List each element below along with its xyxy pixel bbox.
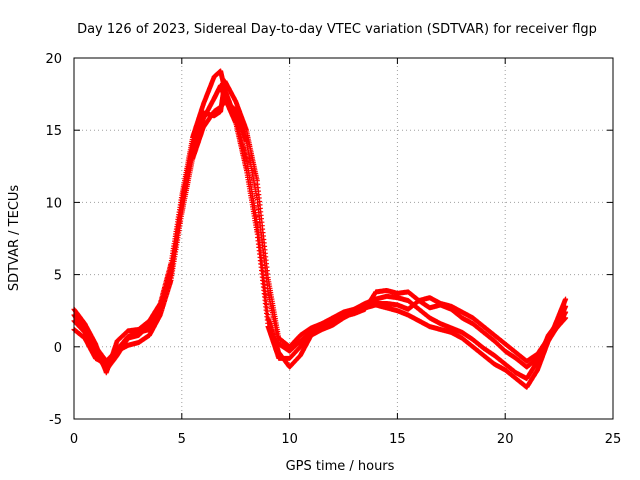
y-tick-label: -5	[49, 413, 62, 428]
x-tick-label: 15	[389, 432, 406, 447]
axis-ticks: 0 5 10 15 20 25 -5 0 5 10 15 20	[45, 52, 621, 447]
y-tick-label: 0	[54, 341, 62, 356]
x-tick-label: 10	[281, 432, 298, 447]
y-axis-label: SDTVAR / TECUs	[7, 185, 22, 292]
y-tick-label: 5	[54, 269, 62, 284]
y-tick-label: 20	[45, 52, 62, 67]
data-points	[71, 68, 569, 390]
y-tick-label: 15	[45, 124, 62, 139]
chart-title: Day 126 of 2023, Sidereal Day-to-day VTE…	[77, 22, 597, 37]
x-tick-label: 25	[605, 432, 622, 447]
plot-frame	[73, 57, 614, 420]
x-axis-label: GPS time / hours	[286, 459, 395, 474]
x-tick-label: 0	[70, 432, 78, 447]
x-tick-label: 5	[178, 432, 186, 447]
x-tick-label: 20	[497, 432, 514, 447]
y-tick-label: 10	[45, 196, 62, 211]
